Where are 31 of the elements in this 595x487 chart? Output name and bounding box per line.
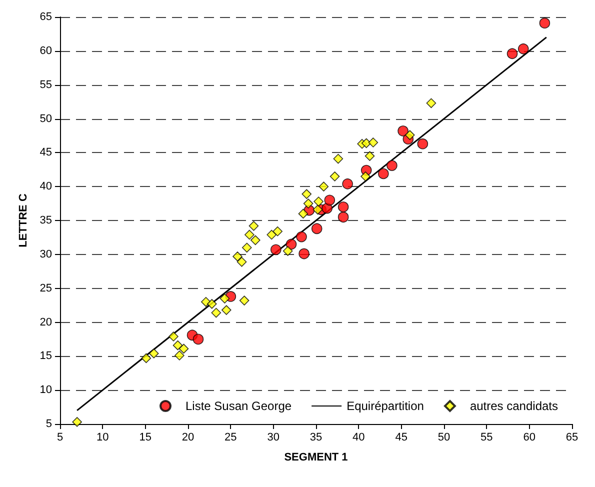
x-tick-label: 15 [139,432,152,444]
x-tick-label: 45 [395,432,408,444]
y-tick-label: 20 [40,316,52,328]
y-tick-label: 55 [40,78,52,91]
x-tick-label: 20 [182,432,194,444]
x-tick-label: 40 [352,432,365,444]
x-tick-label: 65 [566,432,578,444]
y-tick-label: 45 [40,146,52,159]
x-tick-label: 35 [310,432,322,444]
y-tick-label: 25 [40,282,52,294]
y-tick-label: 50 [40,112,52,125]
y-tick-label: 10 [40,384,52,396]
y-axis-title: LETTRE C [17,194,30,248]
legend-label: Equirépartition [346,399,424,413]
legend-label: Liste Susan George [186,399,292,413]
y-tick-label: 40 [40,180,52,193]
y-tick-label: 35 [40,214,52,226]
y-tick-label: 30 [40,248,52,260]
x-tick-label: 5 [56,432,64,444]
y-tick-label: 65 [40,11,52,23]
y-tick-label: 60 [40,44,52,57]
x-tick-label: 10 [96,432,109,444]
x-tick-label: 60 [523,432,536,444]
x-tick-label: 30 [267,432,280,444]
x-tick-label: 50 [438,432,450,444]
x-tick-label: 25 [224,432,237,444]
y-tick-label: 5 [46,418,52,430]
x-tick-label: 55 [480,432,493,444]
x-axis-title: SEGMENT 1 [284,452,348,464]
y-tick-label: 15 [40,350,52,362]
legend-label: autres candidats [470,399,558,413]
